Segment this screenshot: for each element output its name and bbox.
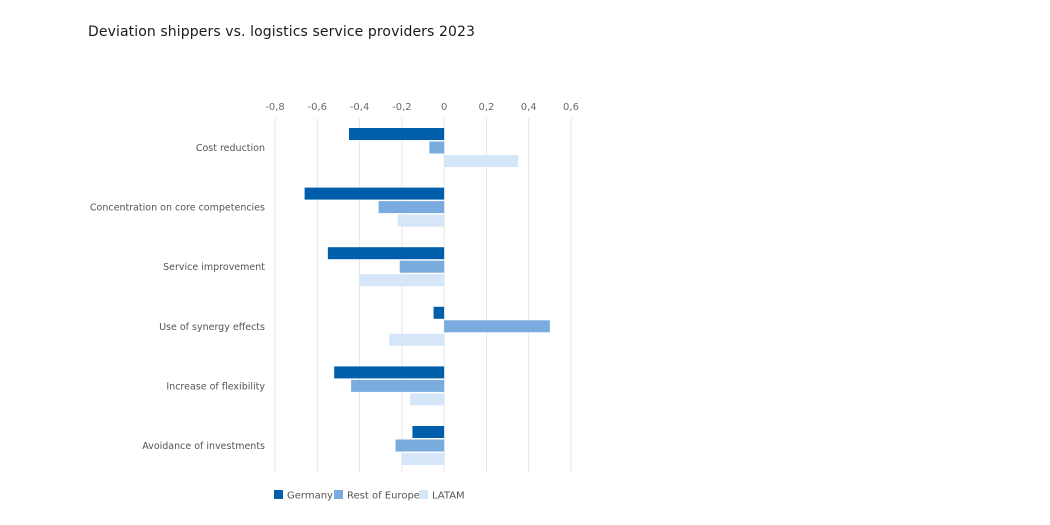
x-tick-label: -0,8 <box>265 102 285 113</box>
x-axis-ticks: -0,8 -0,6 -0,4 -0,2 0 0,2 0,4 0,6 <box>265 102 579 113</box>
x-tick-label: -0,2 <box>392 102 412 113</box>
bar-rest-of-europe <box>399 260 445 273</box>
legend-swatch <box>334 490 343 499</box>
category-label: Concentration on core competencies <box>90 203 265 214</box>
bar-latam <box>444 155 519 167</box>
bar-latam <box>397 214 445 227</box>
x-tick-label: 0 <box>441 102 447 113</box>
bar-rest-of-europe <box>395 439 445 452</box>
bar-rest-of-europe <box>378 201 445 214</box>
category-labels: Cost reduction Concentration on core comp… <box>90 143 265 452</box>
x-tick-label: 0,2 <box>478 102 494 113</box>
bar-latam <box>359 274 445 287</box>
category-label: Avoidance of investments <box>142 441 265 452</box>
legend-label: LATAM <box>432 491 465 502</box>
grid-lines <box>274 118 572 472</box>
bar-germany <box>349 128 445 140</box>
bar-latam <box>401 453 445 465</box>
bar-germany <box>433 306 445 319</box>
bar-rest-of-europe <box>429 141 445 154</box>
category-label: Cost reduction <box>196 143 265 154</box>
x-tick-label: -0,6 <box>308 102 328 113</box>
bar-latam <box>410 393 445 406</box>
bar-rest-of-europe <box>444 320 550 333</box>
bar-germany <box>334 366 445 379</box>
bars <box>304 128 550 465</box>
bar-germany <box>327 247 445 260</box>
bar-rest-of-europe <box>351 379 445 392</box>
legend-label: Rest of Europe <box>347 491 420 502</box>
legend-swatch <box>274 490 283 499</box>
category-label: Increase of flexibility <box>166 381 265 392</box>
x-tick-label: -0,4 <box>350 102 370 113</box>
x-tick-label: 0,4 <box>521 102 537 113</box>
x-tick-label: 0,6 <box>563 102 579 113</box>
category-label: Service improvement <box>163 262 265 273</box>
legend-label: Germany <box>287 491 333 502</box>
bar-latam <box>389 333 445 346</box>
legend: Germany Rest of Europe LATAM <box>274 490 465 502</box>
category-label: Use of synergy effects <box>159 322 265 333</box>
bar-germany <box>412 426 445 438</box>
legend-swatch <box>419 490 428 499</box>
bar-germany <box>304 187 445 200</box>
chart-title: Deviation shippers vs. logistics service… <box>88 24 475 40</box>
